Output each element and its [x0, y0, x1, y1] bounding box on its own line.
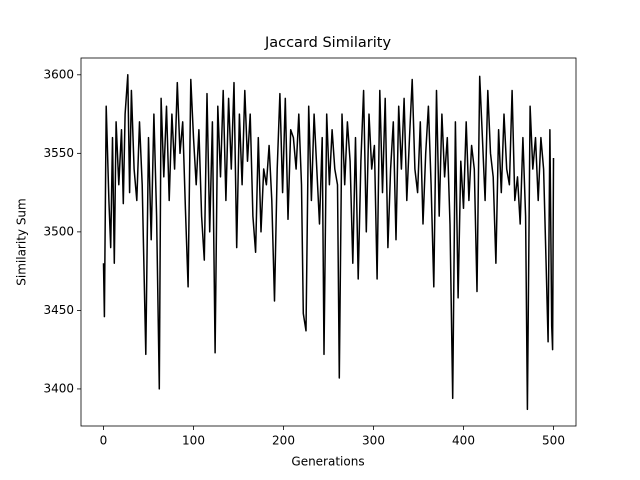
x-tick-label: 500 — [542, 434, 565, 448]
x-tick-label: 0 — [100, 434, 108, 448]
plot-frame — [80, 57, 577, 427]
y-axis-label: Similarity Sum — [15, 198, 29, 285]
x-tick-label: 200 — [272, 434, 295, 448]
chart-title: Jaccard Similarity — [264, 35, 391, 51]
x-tick-label: 300 — [362, 434, 385, 448]
y-tick-label: 3400 — [43, 381, 74, 395]
x-tick-label: 100 — [182, 434, 205, 448]
x-tick-label: 400 — [452, 434, 475, 448]
y-tick-label: 3450 — [43, 303, 74, 317]
y-tick-label: 3600 — [43, 67, 74, 81]
line-series — [102, 74, 555, 411]
x-axis-label: Generations — [291, 455, 364, 469]
y-tick-label: 3550 — [43, 146, 74, 160]
y-tick-label: 3500 — [43, 224, 74, 238]
